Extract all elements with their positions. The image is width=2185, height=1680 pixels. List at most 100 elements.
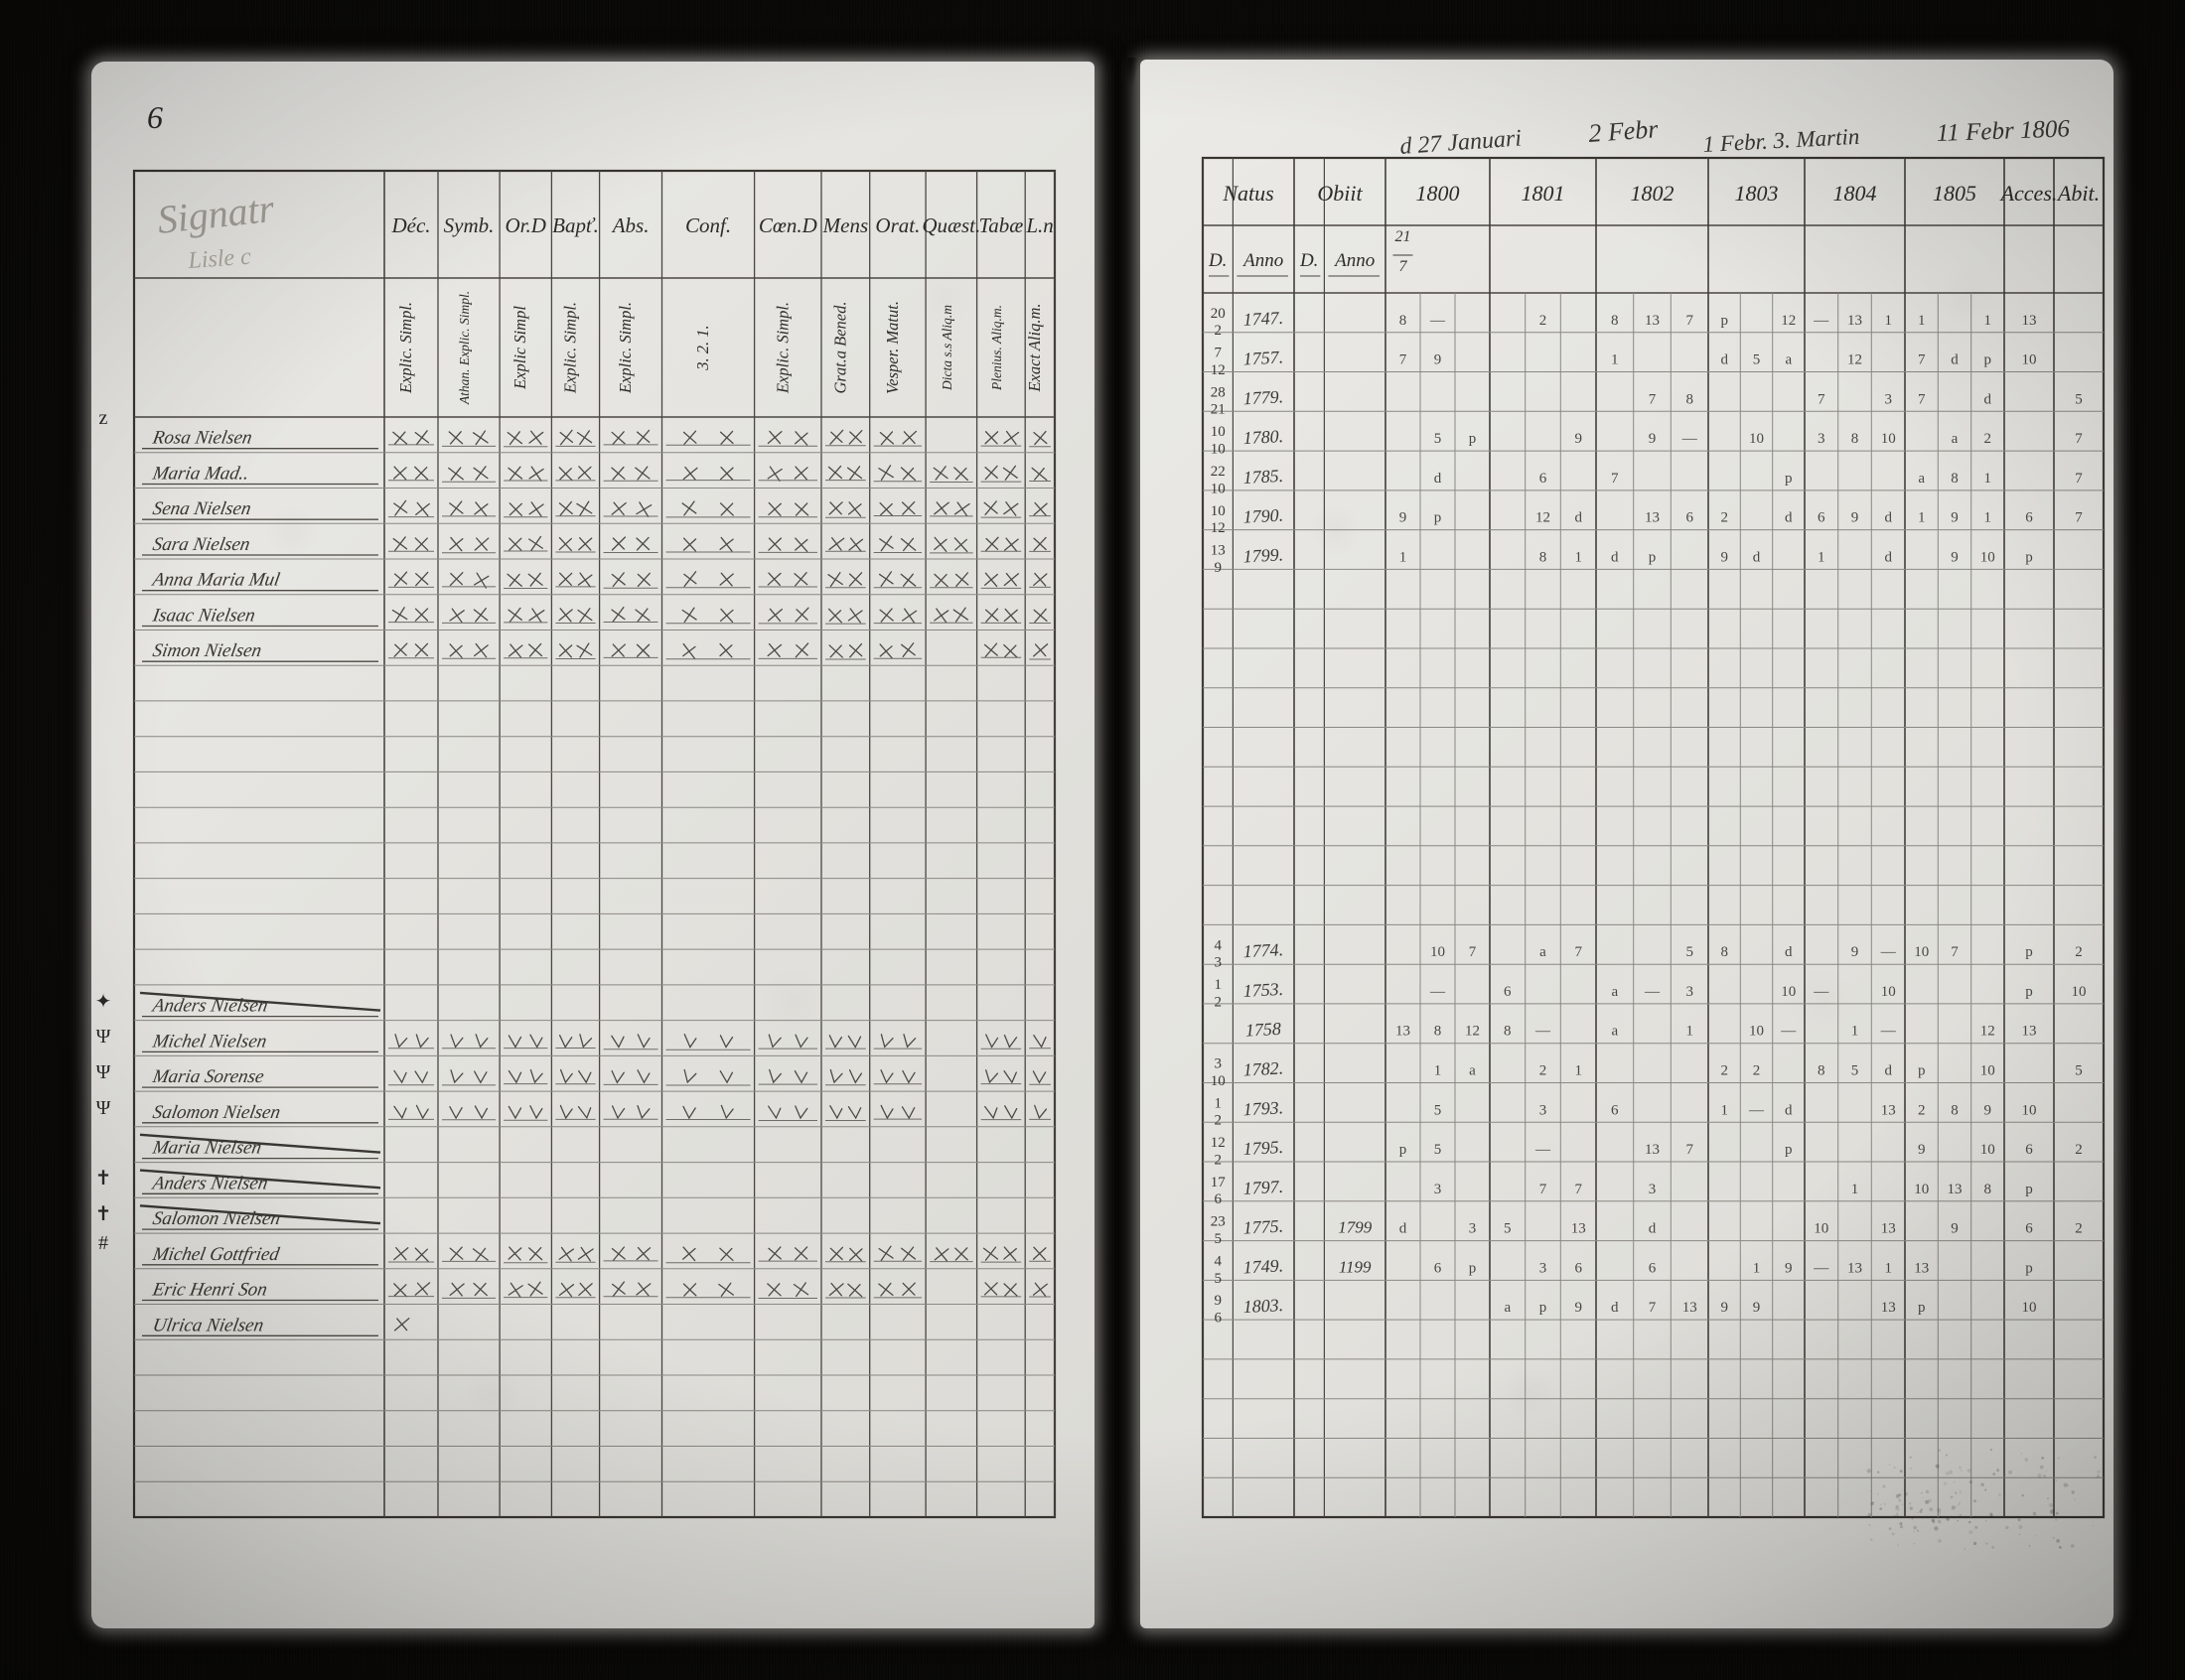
- svg-text:2: 2: [1539, 1063, 1547, 1079]
- svg-text:1: 1: [1685, 1024, 1693, 1040]
- svg-text:310: 3 10: [1211, 1056, 1226, 1089]
- svg-text:9: 9: [1399, 510, 1407, 526]
- svg-text:Vesper. Matut.: Vesper. Matut.: [883, 301, 902, 394]
- svg-text:1749.: 1749.: [1242, 1255, 1283, 1277]
- svg-text:d: d: [1399, 1221, 1407, 1237]
- svg-text:9: 9: [1785, 1260, 1793, 1276]
- svg-text:712: 7 12: [1211, 346, 1226, 378]
- svg-text:1785.: 1785.: [1242, 466, 1283, 488]
- svg-text:1800: 1800: [1416, 181, 1460, 206]
- svg-text:13: 13: [1645, 1142, 1660, 1158]
- svg-text:Maria Mad..: Maria Mad..: [150, 464, 250, 485]
- svg-text:1: 1: [1984, 510, 1992, 526]
- svg-text:3: 3: [1539, 1102, 1547, 1118]
- svg-text:7: 7: [1818, 391, 1825, 407]
- svg-text:1: 1: [1884, 313, 1892, 329]
- svg-text:p: p: [2025, 984, 2033, 1000]
- svg-text:6: 6: [1818, 510, 1825, 526]
- svg-text:2: 2: [1984, 431, 1992, 447]
- svg-text:8: 8: [1611, 313, 1619, 329]
- svg-text:—: —: [1813, 313, 1829, 329]
- svg-text:1: 1: [1984, 313, 1992, 329]
- svg-text:—: —: [1813, 984, 1829, 1000]
- svg-text:1 Febr. 3. Martin: 1 Febr. 3. Martin: [1702, 124, 1860, 157]
- svg-text:13: 13: [1645, 510, 1660, 526]
- svg-text:p: p: [1918, 1300, 1926, 1316]
- svg-text:2 Febr: 2 Febr: [1587, 114, 1660, 148]
- svg-text:1802: 1802: [1631, 181, 1675, 206]
- svg-text:Acces.: Acces.: [1999, 181, 2058, 206]
- svg-text:10: 10: [1814, 1221, 1828, 1237]
- svg-text:p: p: [1918, 1063, 1926, 1079]
- svg-text:Quæst.: Quæst.: [922, 213, 980, 237]
- svg-text:8: 8: [1851, 431, 1859, 447]
- svg-text:Symb.: Symb.: [444, 213, 495, 237]
- svg-text:—: —: [1780, 1024, 1797, 1040]
- svg-text:13: 13: [1847, 313, 1862, 329]
- svg-text:13: 13: [1847, 1260, 1862, 1276]
- svg-text:p: p: [1649, 549, 1657, 565]
- svg-text:d: d: [1611, 549, 1619, 565]
- svg-text:Michel Gottfried: Michel Gottfried: [150, 1244, 281, 1265]
- svg-text:9: 9: [1574, 431, 1582, 447]
- svg-text:9: 9: [1720, 1300, 1728, 1316]
- svg-text:9: 9: [1434, 352, 1442, 368]
- svg-text:8: 8: [1539, 549, 1547, 565]
- svg-text:7: 7: [2075, 510, 2083, 526]
- svg-text:1799.: 1799.: [1242, 544, 1283, 566]
- svg-text:6: 6: [1504, 984, 1512, 1000]
- svg-text:p: p: [1399, 1142, 1407, 1158]
- svg-text:6: 6: [1539, 471, 1547, 487]
- svg-text:p: p: [1434, 510, 1442, 526]
- svg-text:10: 10: [1749, 1024, 1764, 1040]
- svg-text:a: a: [1918, 471, 1925, 487]
- svg-text:96: 96: [1214, 1293, 1222, 1326]
- svg-text:Signatr: Signatr: [155, 186, 276, 242]
- svg-text:10: 10: [1881, 984, 1896, 1000]
- svg-text:✦: ✦: [95, 991, 112, 1013]
- svg-text:3. 2. 1.: 3. 2. 1.: [693, 325, 712, 370]
- svg-text:1779.: 1779.: [1242, 386, 1283, 408]
- svg-text:10: 10: [2022, 1300, 2037, 1316]
- svg-text:Anno: Anno: [1333, 250, 1375, 271]
- svg-text:Eric Henri Son: Eric Henri Son: [150, 1280, 269, 1301]
- svg-text:3: 3: [1539, 1260, 1547, 1276]
- svg-text:5: 5: [2075, 1063, 2083, 1079]
- svg-text:3: 3: [1884, 391, 1892, 407]
- svg-text:Athan. Explic. Simpl.: Athan. Explic. Simpl.: [457, 291, 472, 405]
- svg-text:Explic Simpl: Explic Simpl: [510, 306, 529, 390]
- svg-text:1: 1: [1884, 1260, 1892, 1276]
- svg-text:12: 12: [1980, 1024, 1995, 1040]
- svg-text:7: 7: [2075, 471, 2083, 487]
- svg-text:1790.: 1790.: [1242, 505, 1283, 527]
- svg-text:d 27 Januari: d 27 Januari: [1399, 125, 1523, 159]
- svg-text:7: 7: [1399, 258, 1408, 275]
- svg-text:176: 17 6: [1211, 1175, 1227, 1207]
- svg-text:1: 1: [1574, 549, 1582, 565]
- svg-text:2: 2: [1720, 1063, 1728, 1079]
- svg-text:1: 1: [1720, 1102, 1728, 1118]
- svg-text:Anna Maria Mul: Anna Maria Mul: [149, 570, 281, 591]
- svg-text:Anno: Anno: [1241, 250, 1283, 271]
- svg-text:8: 8: [1685, 391, 1693, 407]
- svg-text:d: d: [1720, 352, 1728, 368]
- svg-text:6: 6: [2025, 1221, 2033, 1237]
- svg-text:8: 8: [1504, 1024, 1512, 1040]
- svg-text:Lisle c: Lisle c: [187, 244, 252, 274]
- svg-text:2: 2: [2075, 1142, 2083, 1158]
- svg-text:1: 1: [1574, 1063, 1582, 1079]
- svg-text:5: 5: [1434, 1102, 1442, 1118]
- svg-text:2: 2: [2075, 1221, 2083, 1237]
- svg-text:p: p: [1785, 471, 1793, 487]
- svg-text:Grat.a Bened.: Grat.a Bened.: [830, 301, 849, 393]
- svg-text:1753.: 1753.: [1242, 979, 1283, 1001]
- svg-text:#: #: [98, 1232, 108, 1254]
- svg-text:1: 1: [1851, 1024, 1859, 1040]
- svg-text:1797.: 1797.: [1242, 1177, 1283, 1198]
- svg-text:5: 5: [2075, 391, 2083, 407]
- svg-text:1199: 1199: [1339, 1257, 1372, 1276]
- svg-text:L.n: L.n: [1025, 213, 1053, 237]
